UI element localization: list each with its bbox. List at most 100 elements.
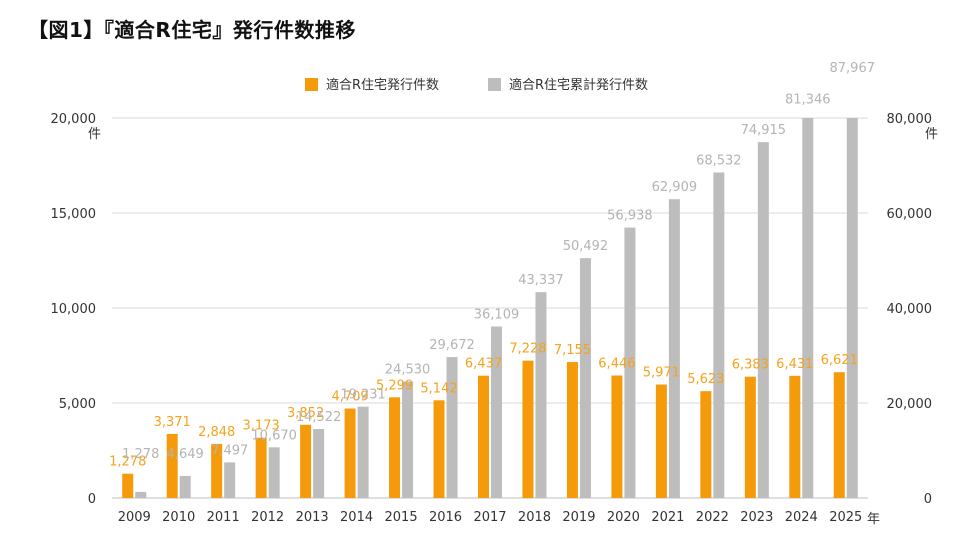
bar-primary-2019 bbox=[566, 362, 578, 498]
data-label-cumulative: 50,492 bbox=[563, 239, 609, 254]
data-label-cumulative: 36,109 bbox=[474, 307, 520, 322]
x-axis: 2009 2010 2011 2012 2013 2014 2015 2016 2017 2018… bbox=[118, 510, 863, 525]
legend-label-primary: 適合R住宅発行件数 bbox=[326, 77, 439, 93]
bar-primary-2009 bbox=[122, 473, 134, 498]
bar-primary-2018 bbox=[522, 360, 534, 498]
bars bbox=[122, 118, 858, 498]
bar-cumulative-2012 bbox=[268, 447, 280, 498]
x-tick-label: 2014 bbox=[340, 510, 373, 525]
bar-primary-2015 bbox=[389, 397, 401, 498]
y-axis-left: 0 5,000 10,000 15,000 20,000 bbox=[51, 112, 97, 507]
bar-primary-2025 bbox=[833, 372, 845, 498]
x-tick-label: 2025 bbox=[829, 510, 862, 525]
y-axis-right-unit: 件 bbox=[925, 127, 938, 142]
data-label-cumulative: 1,278 bbox=[122, 447, 159, 462]
bar-primary-2023 bbox=[744, 376, 756, 498]
data-label-cumulative: 74,915 bbox=[741, 123, 787, 138]
x-tick-label: 2024 bbox=[785, 510, 818, 525]
y-right-tick-label: 0 bbox=[924, 492, 932, 507]
y-right-tick-label: 60,000 bbox=[887, 207, 933, 222]
data-label-cumulative: 62,909 bbox=[652, 180, 698, 195]
bar-primary-2013 bbox=[300, 424, 312, 498]
data-label-primary: 6,383 bbox=[732, 358, 769, 373]
data-label-primary: 5,971 bbox=[643, 366, 680, 381]
bar-primary-2024 bbox=[789, 375, 801, 498]
y-axis-left-unit: 件 bbox=[88, 127, 101, 142]
data-label-primary: 3,173 bbox=[243, 419, 280, 434]
bar-cumulative-2023 bbox=[757, 142, 769, 498]
page-title: 【図1】『適合R住宅』発行件数推移 bbox=[28, 18, 356, 42]
data-label-cumulative: 7,497 bbox=[211, 443, 248, 458]
bar-cumulative-2014 bbox=[357, 406, 369, 498]
bar-cumulative-2015 bbox=[402, 381, 414, 498]
x-tick-label: 2010 bbox=[162, 510, 195, 525]
data-label-cumulative: 68,532 bbox=[696, 153, 742, 168]
bar-cumulative-2021 bbox=[668, 199, 680, 498]
y-left-tick-label: 0 bbox=[88, 492, 96, 507]
x-tick-label: 2022 bbox=[696, 510, 729, 525]
data-label-cumulative: 56,938 bbox=[607, 209, 653, 224]
bar-primary-2017 bbox=[478, 375, 489, 498]
bar-primary-2020 bbox=[611, 375, 623, 498]
bar-cumulative-2019 bbox=[579, 258, 591, 498]
data-label-primary: 1,278 bbox=[109, 455, 146, 470]
bar-cumulative-2025 bbox=[846, 118, 858, 498]
bar-primary-2022 bbox=[700, 391, 712, 498]
data-label-cumulative: 87,967 bbox=[830, 61, 876, 76]
x-axis-unit: 年 bbox=[867, 512, 880, 527]
y-left-tick-label: 5,000 bbox=[59, 397, 96, 412]
data-label-primary: 2,848 bbox=[198, 425, 235, 440]
data-label-cumulative: 19,231 bbox=[340, 388, 386, 403]
x-tick-label: 2018 bbox=[518, 510, 551, 525]
data-label-primary: 5,299 bbox=[376, 378, 413, 393]
y-left-tick-label: 20,000 bbox=[51, 112, 97, 127]
bar-primary-2021 bbox=[655, 384, 667, 498]
x-tick-label: 2023 bbox=[740, 510, 773, 525]
bar-cumulative-2010 bbox=[179, 475, 191, 498]
data-label-primary: 3,852 bbox=[287, 406, 324, 421]
bar-cumulative-2024 bbox=[802, 118, 814, 498]
y-left-tick-label: 10,000 bbox=[51, 302, 97, 317]
legend-swatch-cumulative bbox=[488, 78, 501, 91]
data-label-primary: 4,709 bbox=[331, 390, 368, 405]
data-label-primary: 7,155 bbox=[554, 343, 591, 358]
data-label-cumulative: 10,670 bbox=[251, 428, 297, 443]
bar-primary-2011 bbox=[211, 443, 223, 498]
y-right-tick-label: 40,000 bbox=[887, 302, 933, 317]
data-label-cumulative: 4,649 bbox=[167, 447, 204, 462]
legend: 適合R住宅発行件数 適合R住宅累計発行件数 bbox=[305, 77, 648, 93]
data-label-cumulative: 14,522 bbox=[296, 410, 342, 425]
bar-cumulative-2022 bbox=[713, 172, 725, 498]
x-tick-label: 2009 bbox=[118, 510, 151, 525]
bar-primary-2012 bbox=[255, 437, 267, 498]
legend-label-cumulative: 適合R住宅累計発行件数 bbox=[509, 77, 648, 93]
x-tick-label: 2011 bbox=[207, 510, 240, 525]
x-tick-label: 2017 bbox=[473, 510, 506, 525]
bar-cumulative-2013 bbox=[313, 429, 325, 498]
data-label-primary: 6,437 bbox=[465, 357, 502, 372]
data-label-cumulative: 81,346 bbox=[785, 93, 831, 108]
x-tick-label: 2012 bbox=[251, 510, 284, 525]
data-label-primary: 6,431 bbox=[776, 357, 813, 372]
bar-cumulative-2020 bbox=[624, 227, 636, 498]
bar-cumulative-2016 bbox=[446, 357, 458, 498]
x-tick-label: 2013 bbox=[296, 510, 329, 525]
gridlines bbox=[112, 117, 868, 499]
x-tick-label: 2020 bbox=[607, 510, 640, 525]
data-label-primary: 5,142 bbox=[420, 381, 457, 396]
bar-primary-2014 bbox=[344, 408, 356, 498]
x-tick-label: 2016 bbox=[429, 510, 462, 525]
y-axis-right: 0 20,000 40,000 60,000 80,000 bbox=[887, 112, 933, 507]
bar-cumulative-2009 bbox=[135, 491, 147, 498]
data-label-cumulative: 29,672 bbox=[429, 338, 475, 353]
x-tick-label: 2021 bbox=[651, 510, 684, 525]
x-tick-label: 2015 bbox=[385, 510, 418, 525]
data-label-primary: 6,621 bbox=[821, 353, 858, 368]
x-tick-label: 2019 bbox=[562, 510, 595, 525]
data-label-cumulative: 24,530 bbox=[385, 362, 431, 377]
data-label-cumulative: 43,337 bbox=[518, 273, 564, 288]
y-right-tick-label: 20,000 bbox=[887, 397, 933, 412]
bar-cumulative-2018 bbox=[535, 292, 547, 498]
